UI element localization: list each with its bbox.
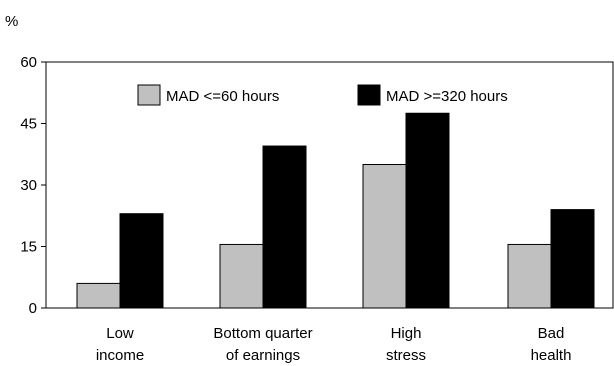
y-tick-label: 30 xyxy=(20,177,37,194)
legend: MAD <=60 hours MAD >=320 hours xyxy=(137,84,508,106)
bar-mad-60 xyxy=(219,243,264,309)
x-category-label: Low xyxy=(106,325,134,342)
plot-area: 0 15 30 45 60 Low income Bottom quarter of earni… xyxy=(20,54,614,364)
y-tick-label: 15 xyxy=(20,239,37,256)
bar-mad-320 xyxy=(119,213,164,309)
bar-mad-60 xyxy=(76,282,121,309)
bar-mad-320 xyxy=(550,209,595,309)
x-category-label: Bottom quarter xyxy=(213,325,312,342)
legend-label: MAD >=320 hours xyxy=(386,88,508,105)
legend-swatch xyxy=(137,84,161,106)
y-tick-label: 45 xyxy=(20,116,37,133)
y-tick-label: 0 xyxy=(29,300,37,317)
x-category-label: health xyxy=(531,347,572,364)
bar-mad-60 xyxy=(362,164,407,309)
y-tick-label: 60 xyxy=(20,54,37,71)
x-category-label: income xyxy=(96,347,144,364)
bar-mad-320 xyxy=(262,145,307,309)
x-category-label: stress xyxy=(386,347,426,364)
x-category-label: of earnings xyxy=(226,347,300,364)
bar-mad-60 xyxy=(507,243,552,309)
x-category-label: Bad xyxy=(538,325,565,342)
legend-swatch xyxy=(357,84,381,106)
x-category-label: High xyxy=(391,325,422,342)
legend-label: MAD <=60 hours xyxy=(166,88,279,105)
y-axis-unit-label: % xyxy=(5,13,18,30)
bar-mad-320 xyxy=(405,112,450,309)
